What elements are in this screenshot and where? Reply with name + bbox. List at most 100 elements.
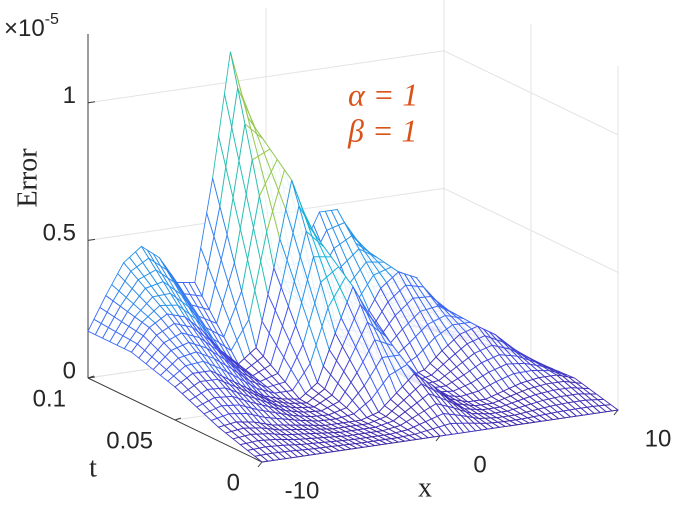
mesh-line — [270, 306, 289, 366]
mesh-line — [240, 440, 259, 446]
mesh-line — [571, 387, 590, 390]
mesh-cell — [245, 387, 309, 426]
mesh-line — [178, 351, 197, 359]
mesh-line — [232, 395, 251, 403]
mesh-line — [216, 262, 235, 324]
mesh-line — [223, 291, 243, 338]
mesh-line — [184, 293, 203, 297]
mesh-line — [145, 342, 165, 365]
mesh-cell — [237, 347, 301, 400]
mesh-line — [256, 387, 275, 394]
mesh-line — [326, 222, 345, 231]
mesh-line — [298, 205, 318, 238]
mesh-line — [358, 248, 377, 258]
mesh-cell — [235, 421, 299, 460]
mesh-line — [237, 87, 256, 129]
mesh-line — [331, 359, 351, 396]
mesh-line — [310, 414, 329, 418]
mesh-line — [357, 426, 376, 431]
mesh-line — [209, 339, 229, 359]
mesh-line — [166, 269, 185, 295]
y-tick-label: 0.1 — [33, 385, 66, 412]
y-tick — [174, 417, 182, 421]
mesh-line — [302, 282, 322, 345]
annotation: α = 1 — [348, 76, 418, 112]
mesh-line — [412, 296, 431, 299]
annotation: β = 1 — [347, 112, 418, 148]
mesh-line — [478, 381, 497, 392]
mesh-line — [516, 355, 536, 363]
mesh-line — [452, 382, 472, 392]
mesh-line — [196, 397, 215, 408]
mesh-line — [267, 405, 286, 412]
mesh-line — [491, 344, 511, 350]
mesh-line — [206, 347, 225, 360]
mesh-line — [260, 399, 279, 407]
mesh-cell — [307, 424, 371, 450]
mesh-line — [267, 381, 286, 388]
mesh-line — [219, 87, 239, 207]
mesh-line — [191, 326, 211, 341]
mesh-line — [277, 325, 297, 374]
mesh-line — [155, 269, 174, 283]
mesh-line — [521, 415, 540, 420]
mesh-line — [212, 338, 232, 351]
mesh-line — [308, 446, 327, 450]
mesh-line — [349, 321, 368, 360]
mesh-line — [481, 354, 500, 364]
mesh-line — [201, 206, 221, 297]
mesh-line — [226, 123, 246, 235]
mesh-line — [417, 403, 437, 415]
mesh-line — [535, 389, 554, 396]
mesh-line — [242, 393, 261, 401]
mesh-line — [394, 297, 414, 316]
mesh-line — [156, 323, 175, 336]
mesh-line — [387, 284, 407, 303]
mesh-line — [367, 321, 386, 337]
mesh-line — [252, 364, 271, 377]
mesh-line — [553, 387, 572, 391]
mesh-cell — [380, 271, 443, 371]
mesh-line — [259, 372, 279, 382]
mesh-line — [456, 352, 475, 368]
mesh-line — [503, 418, 522, 423]
mesh-line — [214, 395, 233, 399]
mesh-line — [445, 374, 465, 387]
mesh-line — [585, 398, 604, 401]
surface — [87, 51, 620, 463]
mesh-line — [162, 281, 182, 295]
mesh-line — [388, 363, 408, 376]
mesh-line — [542, 395, 561, 401]
mesh-line — [187, 306, 207, 328]
mesh-line — [499, 354, 518, 357]
mesh-line — [311, 436, 330, 439]
mesh-line — [550, 402, 568, 407]
mesh-line — [338, 372, 358, 402]
mesh-line — [375, 420, 394, 428]
mesh-line — [300, 442, 319, 445]
mesh-line — [361, 439, 380, 444]
mesh-line — [425, 413, 444, 423]
mesh-line — [333, 235, 352, 249]
mesh-line — [354, 436, 373, 440]
mesh-line — [392, 406, 412, 422]
z-tick — [87, 101, 96, 104]
mesh-line — [199, 378, 218, 382]
mesh-line — [313, 394, 333, 408]
y-axis-label: t — [89, 452, 97, 483]
mesh-line — [309, 307, 329, 364]
mesh-line — [528, 383, 547, 390]
mesh-line — [112, 271, 132, 302]
mesh-line — [300, 419, 319, 422]
mesh-line — [446, 399, 465, 410]
mesh-line — [246, 413, 265, 418]
mesh-line — [474, 402, 493, 407]
mesh-line — [514, 410, 533, 416]
z-tick-label: 0 — [63, 357, 76, 384]
mesh-line — [296, 406, 315, 409]
mesh-line — [241, 195, 260, 292]
mesh-line — [382, 424, 401, 432]
mesh-line — [474, 344, 493, 354]
mesh-line — [371, 374, 390, 400]
